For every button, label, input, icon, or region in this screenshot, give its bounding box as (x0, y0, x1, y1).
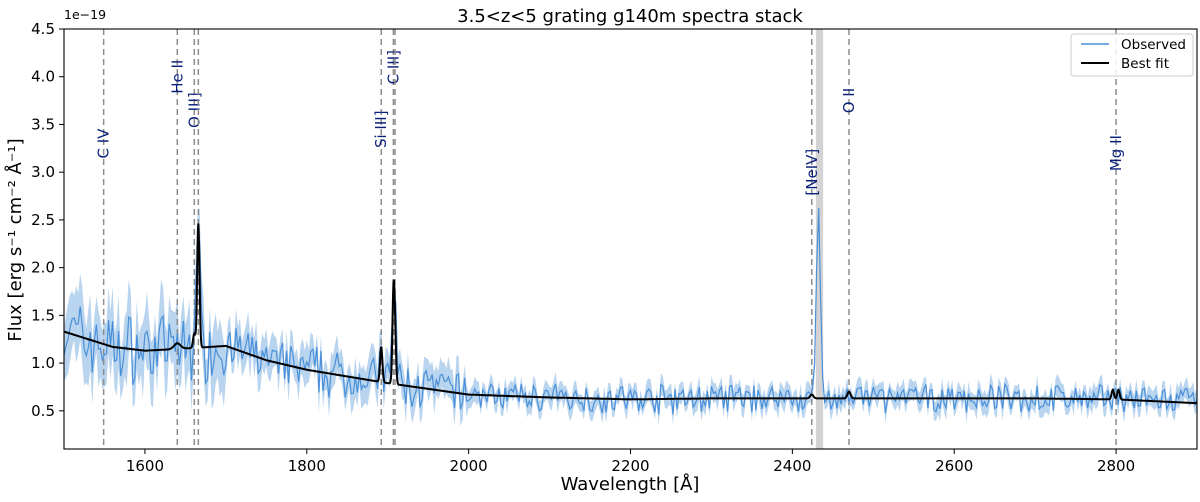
marker-label-5: C III] (384, 50, 402, 84)
marker-label-7: [NeIV] (803, 149, 821, 196)
x-axis-ticks: 1600 1800 2000 2200 2400 2600 2800 (126, 449, 1135, 475)
x-tick-label-5: 2600 (935, 457, 973, 475)
y-tick-label-6: 3.5 (31, 115, 55, 133)
marker-label-4: Si III] (372, 110, 390, 148)
x-tick-label-3: 2200 (611, 457, 649, 475)
marker-label-2: O III] (185, 92, 203, 128)
chart-title: 3.5<z<5 grating g140m spectra stack (457, 6, 803, 27)
y-tick-label-5: 3.0 (31, 163, 55, 181)
plot-area: C IV He IIO III] Si III] C III] [NeIV] O II Mg… (64, 29, 1197, 449)
marker-label-0: C IV (95, 128, 113, 159)
x-tick-label-0: 1600 (126, 457, 164, 475)
y-axis-ticks: 0.5 1.0 1.5 2.0 2.5 3.0 3.5 4.0 4.5 (31, 20, 64, 420)
legend-best-fit-label: Best fit (1121, 56, 1169, 72)
marker-label-1: He II (168, 60, 186, 94)
y-tick-label-3: 2.0 (31, 259, 55, 277)
marker-label-9: Mg II (1107, 135, 1125, 171)
y-tick-label-8: 4.5 (31, 20, 55, 38)
observed-spectrum-line (64, 207, 1197, 415)
y-tick-label-4: 2.5 (31, 211, 55, 229)
x-tick-label-2: 2000 (450, 457, 488, 475)
y-tick-label-7: 4.0 (31, 68, 55, 86)
y-tick-label-2: 1.5 (31, 306, 55, 324)
marker-label-8: O II (840, 88, 858, 113)
emission-line-markers: C IV He IIO III] Si III] C III] [NeIV] O II Mg… (95, 29, 1125, 449)
y-axis-label: Flux [erg s⁻¹ cm⁻² Å⁻¹] (4, 138, 26, 341)
legend: Observed Best fit (1070, 33, 1194, 77)
x-tick-label-6: 2800 (1097, 457, 1135, 475)
y-axis-offset-label: 1e−19 (64, 7, 106, 22)
x-tick-label-1: 1800 (288, 457, 326, 475)
best-fit-line (64, 223, 1197, 405)
x-axis-label: Wavelength [Å] (561, 473, 700, 495)
y-tick-label-0: 0.5 (31, 402, 55, 420)
y-tick-label-1: 1.0 (31, 354, 55, 372)
legend-observed-label: Observed (1121, 37, 1186, 53)
x-tick-label-4: 2400 (773, 457, 811, 475)
